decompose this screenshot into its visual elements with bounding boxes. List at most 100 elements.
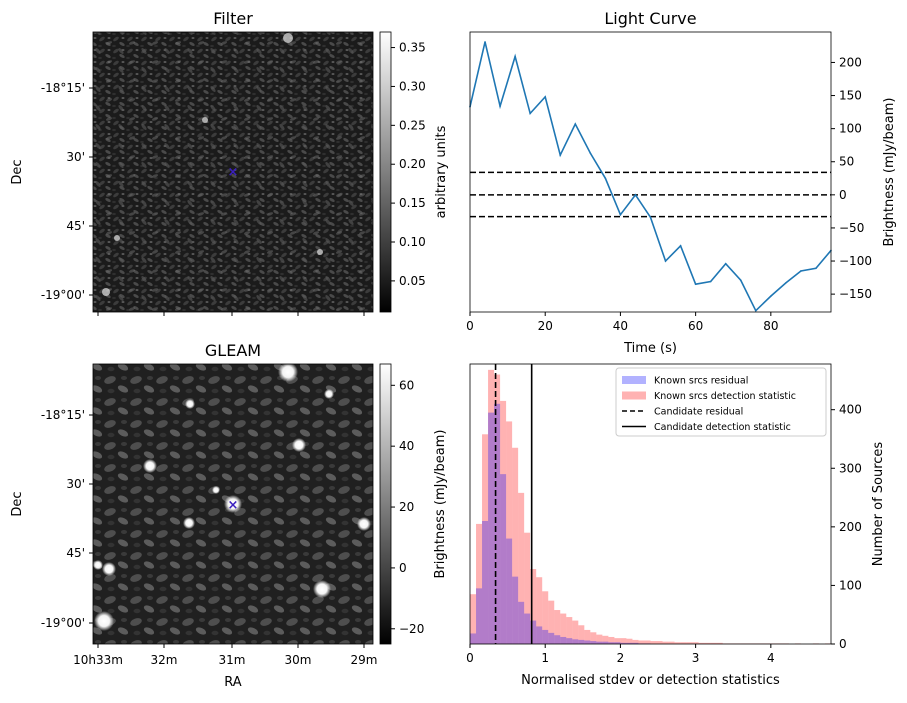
gleam-ytick-label: 30': [66, 477, 85, 491]
gleam-colorbar-tick-label: 20: [399, 500, 414, 514]
histogram-ytick-label: 400: [839, 403, 862, 417]
histogram-ytick-label: 200: [839, 520, 862, 534]
gleam-colorbar-label: Brightness (mJy/beam): [433, 430, 448, 579]
lightcurve-xtick-label: 80: [763, 319, 778, 333]
filter-colorbar-tick-label: 0.10: [399, 235, 426, 249]
histogram-bar: [506, 421, 513, 644]
histogram-bar: [674, 642, 681, 644]
histogram-bar: [554, 610, 561, 644]
histogram-bar: [572, 620, 579, 644]
histogram-bar: [710, 642, 717, 644]
legend-label: Known srcs residual: [654, 376, 748, 387]
legend-label: Candidate residual: [654, 407, 743, 418]
lightcurve-point: [619, 213, 622, 216]
histogram-ytick-label: 100: [839, 578, 862, 592]
lightcurve-point: [785, 282, 787, 284]
lightcurve-point: [679, 245, 682, 247]
histogram-bar: [476, 588, 483, 644]
histogram-bar: [512, 447, 519, 644]
histogram-bar: [584, 629, 591, 644]
histogram-bar: [518, 492, 525, 644]
lightcurve-title: Light Curve: [604, 9, 696, 28]
filter-bright-spot: [114, 235, 120, 241]
gleam-xtick-label: 32m: [151, 653, 178, 667]
gleam-xtick-label: 31m: [219, 653, 246, 667]
lightcurve-point: [739, 279, 742, 282]
lightcurve-point: [724, 262, 727, 265]
histogram-bar: [530, 569, 537, 644]
filter-bright-spot: [283, 33, 293, 43]
histogram-bar: [500, 474, 507, 644]
gleam-colorbar-tick-label: 60: [399, 378, 414, 392]
gleam-bright-source: [313, 580, 331, 598]
gleam-bright-source: [185, 399, 195, 409]
lightcurve-point: [815, 267, 817, 270]
lightcurve-point: [664, 260, 667, 262]
filter-colorbar-tick-label: 0.35: [399, 41, 426, 55]
histogram-xtick-label: 1: [541, 651, 549, 665]
lightcurve-point: [770, 295, 772, 297]
lightcurve-point: [499, 105, 501, 107]
histogram-bar: [578, 625, 585, 644]
filter-colorbar-tick-label: 0.25: [399, 118, 426, 132]
gleam-ytick-label: -18°15': [41, 408, 85, 422]
filter-title: Filter: [213, 9, 253, 28]
histogram-bar: [590, 632, 597, 644]
lightcurve-point: [694, 283, 697, 285]
gleam-colorbar: [379, 363, 392, 645]
histogram-bar: [542, 629, 549, 644]
histogram-xlabel: Normalised stdev or detection statistics: [521, 673, 780, 688]
gleam-frame: [92, 363, 374, 645]
histogram-bar: [518, 601, 525, 644]
histogram-bar: [560, 636, 567, 644]
lightcurve-frame: [469, 31, 832, 313]
histogram-ylabel: Number of Sources: [871, 442, 886, 567]
histogram-bar: [656, 641, 663, 644]
lightcurve-point: [574, 123, 577, 125]
gleam-title: GLEAM: [205, 341, 261, 360]
lightcurve-ytick-label: −100: [839, 254, 872, 268]
gleam-ytick-label: 45': [66, 546, 85, 560]
lightcurve-point: [649, 216, 652, 219]
gleam-xlabel: RA: [224, 675, 242, 690]
lightcurve-point: [544, 96, 547, 98]
histogram-bar: [626, 638, 633, 644]
histogram-bar: [644, 640, 651, 644]
histogram-bar: [488, 369, 495, 644]
gleam-bright-source: [93, 560, 103, 570]
lightcurve-point: [800, 270, 802, 272]
lightcurve-ytick-label: −50: [839, 221, 864, 235]
histogram-bar: [620, 638, 627, 644]
gleam-colorbar-tick-label: −20: [399, 622, 424, 636]
filter-ylabel: Dec: [10, 159, 25, 184]
lightcurve-ytick-label: 150: [839, 89, 862, 103]
histogram-bar: [530, 620, 537, 644]
histogram-xtick-label: 2: [617, 651, 625, 665]
gleam-colorbar-tick-label: 0: [399, 561, 407, 575]
lightcurve-point: [754, 309, 757, 312]
histogram-bar: [584, 640, 591, 644]
filter-ytick-label: -18°15': [41, 81, 85, 95]
gleam-ytick-label: -19°00': [41, 616, 85, 630]
histogram-legend: [615, 367, 827, 437]
histogram-bar: [662, 641, 669, 644]
lightcurve-point: [514, 55, 516, 58]
histogram-xtick-label: 4: [767, 651, 775, 665]
histogram-bar: [632, 639, 639, 644]
histogram-bar: [494, 374, 501, 644]
lightcurve-xtick-label: 60: [688, 319, 703, 333]
histogram-bar: [578, 639, 585, 644]
histogram-xtick-label: 3: [692, 651, 700, 665]
histogram-xtick-label: 0: [466, 651, 474, 665]
lightcurve-point: [529, 112, 531, 115]
histogram-bar: [626, 642, 633, 644]
filter-frame: [92, 31, 374, 313]
filter-ytick-label: -19°00': [41, 288, 85, 302]
histogram-bar: [524, 532, 531, 644]
lightcurve-ytick-label: 50: [839, 155, 854, 169]
filter-colorbar-tick-label: 0.30: [399, 79, 426, 93]
lightcurve-xtick-label: 0: [466, 319, 474, 333]
histogram-bar: [470, 633, 477, 644]
histogram-bar: [524, 613, 531, 644]
gleam-ylabel: Dec: [10, 491, 25, 516]
